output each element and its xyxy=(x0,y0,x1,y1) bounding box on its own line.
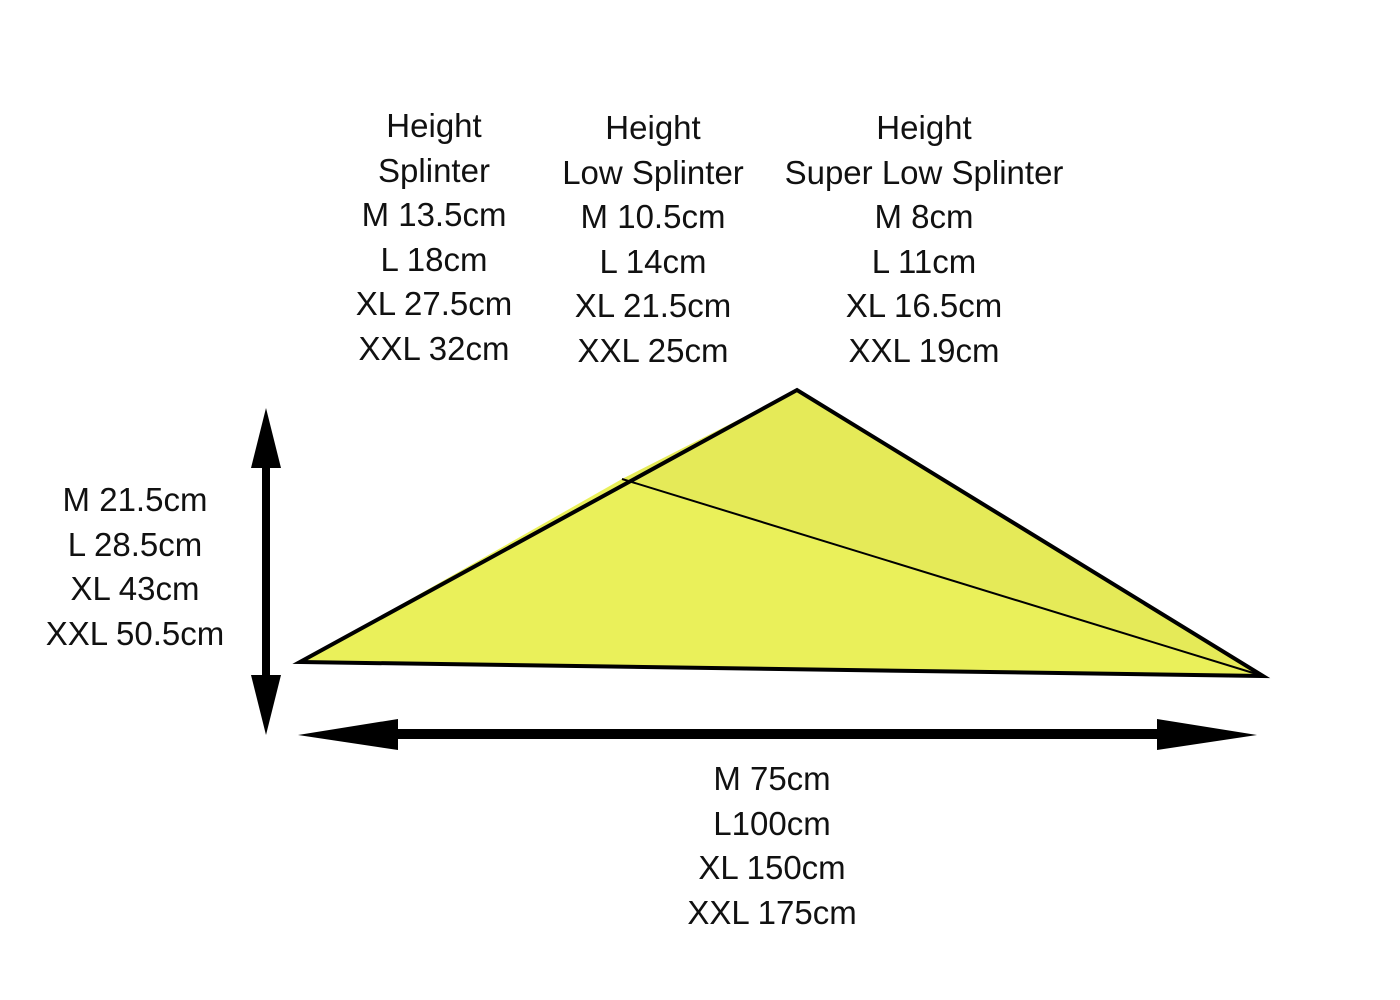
size-value: XL 27.5cm xyxy=(355,285,513,322)
splinter-upper-region xyxy=(622,390,1263,676)
low-splinter-line xyxy=(621,478,1264,677)
title-line: Height xyxy=(605,109,701,146)
size-value: XXL 25cm xyxy=(577,331,729,369)
side-heights: M 21.5cm L 28.5cm XL 43cm XXL 50.5cm xyxy=(46,478,225,656)
super-low-splinter-heights: Height Super Low Splinter M 8cm L 11cm X… xyxy=(785,106,1064,373)
length-sizes: M 75cm L100cm XL 150cm XXL 175cm xyxy=(687,757,856,935)
size-value: XL 21.5cm xyxy=(574,287,732,324)
size-value: XL 150cm xyxy=(698,849,846,886)
size-value: XXL 32cm xyxy=(358,329,510,367)
size-value: L 28.5cm xyxy=(67,525,203,563)
horizontal-arrow xyxy=(298,719,1257,750)
vertical-arrow xyxy=(251,408,281,735)
splinter-outline xyxy=(292,387,1271,679)
size-value: XXL 175cm xyxy=(687,893,857,931)
size-value: M 10.5cm xyxy=(580,198,726,235)
title-line: Super Low Splinter xyxy=(784,153,1064,191)
size-value: M 21.5cm xyxy=(62,481,208,518)
size-value: L 11cm xyxy=(871,242,977,280)
title-line: Height xyxy=(386,107,482,144)
size-value: XL 16.5cm xyxy=(845,287,1003,324)
splinter-heights: Height Splinter M 13.5cm L 18cm XL 27.5c… xyxy=(356,104,513,371)
size-value: M 75cm xyxy=(713,760,831,797)
size-value: L 14cm xyxy=(599,242,707,280)
size-value: L100cm xyxy=(713,804,831,842)
size-value: XXL 19cm xyxy=(848,331,1000,369)
size-value: XXL 50.5cm xyxy=(45,614,225,652)
low-splinter-heights: Height Low Splinter M 10.5cm L 14cm XL 2… xyxy=(562,106,744,373)
title-line: Low Splinter xyxy=(562,153,744,191)
size-value: XL 43cm xyxy=(70,570,200,607)
size-value: L 18cm xyxy=(380,240,488,278)
size-value: M 13.5cm xyxy=(361,196,507,233)
title-line: Splinter xyxy=(378,151,490,189)
title-line: Height xyxy=(876,109,972,146)
size-value: M 8cm xyxy=(874,198,974,235)
